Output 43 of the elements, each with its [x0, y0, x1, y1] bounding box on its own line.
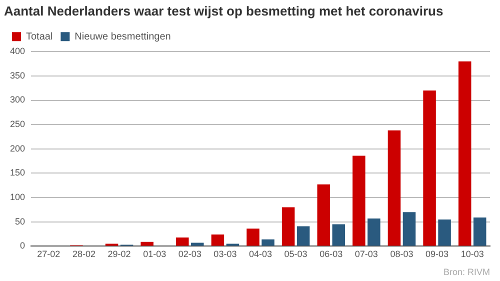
x-tick-label: 07-03 — [354, 249, 378, 260]
x-tick-label: 02-03 — [178, 249, 202, 260]
y-tick-label: 200 — [10, 143, 26, 154]
x-tick-label: 10-03 — [460, 249, 484, 260]
bar — [388, 130, 401, 246]
bar — [262, 239, 274, 246]
x-tick-label: 28-02 — [72, 249, 96, 260]
bar — [423, 90, 436, 246]
bar — [246, 228, 260, 246]
legend-label: Nieuwe besmettingen — [74, 31, 171, 42]
x-tick-label: 05-03 — [284, 249, 308, 260]
text: Bron: RIVM — [443, 267, 490, 277]
x-tick-label: 08-03 — [390, 249, 414, 260]
bar — [352, 156, 366, 246]
bar — [402, 212, 416, 246]
bar — [282, 207, 295, 246]
y-tick-label: 150 — [10, 168, 26, 178]
bar — [332, 224, 345, 246]
legend-label: Totaal — [26, 31, 53, 42]
x-tick-label: 27-02 — [37, 249, 60, 260]
y-tick-label: 250 — [10, 119, 26, 130]
x-tick-label: 29-02 — [108, 249, 131, 260]
x-tick-label: 01-03 — [143, 249, 166, 260]
y-tick-label: 50 — [15, 216, 26, 226]
bar — [317, 184, 330, 246]
y-tick-label: 300 — [10, 94, 26, 105]
bar — [176, 237, 189, 246]
x-tick-label: 03-03 — [214, 249, 237, 260]
y-tick-label: 400 — [10, 46, 26, 56]
bar — [438, 219, 451, 246]
y-tick-label: 0 — [20, 240, 26, 251]
x-tick-label: 04-03 — [248, 249, 272, 260]
y-tick-label: 100 — [10, 192, 26, 202]
bar — [368, 218, 380, 246]
chart-title: Aantal Nederlanders waar test wijst op besmetting met het coronavirus — [4, 3, 444, 18]
bar — [473, 217, 486, 246]
bar — [458, 61, 472, 246]
bar — [296, 226, 310, 246]
x-tick-label: 09-03 — [426, 249, 449, 260]
y-tick-label: 350 — [10, 70, 26, 80]
bar — [211, 234, 224, 246]
bar — [140, 242, 154, 246]
x-tick-label: 06-03 — [320, 249, 343, 260]
